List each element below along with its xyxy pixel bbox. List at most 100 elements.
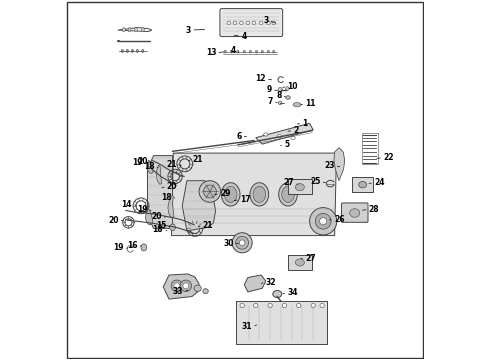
Text: 15: 15	[156, 221, 166, 230]
Text: 14: 14	[122, 200, 132, 209]
Polygon shape	[172, 153, 337, 235]
Circle shape	[203, 185, 216, 198]
Ellipse shape	[261, 50, 263, 53]
Text: 27: 27	[305, 254, 316, 263]
Circle shape	[232, 233, 252, 253]
Ellipse shape	[350, 209, 360, 217]
Ellipse shape	[359, 181, 367, 188]
Circle shape	[278, 101, 282, 105]
Circle shape	[278, 87, 282, 92]
Text: 3: 3	[263, 16, 269, 25]
Text: 20: 20	[167, 182, 177, 191]
Ellipse shape	[295, 184, 304, 191]
Text: 18: 18	[161, 193, 171, 202]
Ellipse shape	[295, 259, 304, 266]
Text: 19: 19	[113, 243, 124, 252]
Circle shape	[183, 283, 189, 289]
Ellipse shape	[128, 28, 131, 32]
Ellipse shape	[224, 50, 226, 53]
Ellipse shape	[230, 50, 232, 53]
Circle shape	[315, 213, 331, 229]
Text: 17: 17	[240, 195, 250, 204]
Ellipse shape	[126, 49, 128, 53]
Circle shape	[272, 21, 275, 25]
Text: 13: 13	[206, 48, 216, 57]
Ellipse shape	[273, 291, 282, 298]
Ellipse shape	[293, 103, 301, 107]
Ellipse shape	[194, 285, 201, 292]
Text: 32: 32	[266, 278, 276, 287]
Ellipse shape	[224, 186, 237, 202]
Ellipse shape	[267, 50, 270, 53]
Ellipse shape	[193, 183, 211, 206]
Text: 1: 1	[302, 119, 308, 128]
Text: 21: 21	[167, 161, 177, 170]
Polygon shape	[245, 275, 266, 292]
Text: 20: 20	[108, 216, 119, 225]
Circle shape	[286, 87, 289, 90]
FancyBboxPatch shape	[288, 255, 312, 270]
Polygon shape	[156, 165, 162, 184]
Text: 24: 24	[374, 178, 385, 187]
Text: 31: 31	[242, 322, 252, 331]
Ellipse shape	[243, 50, 245, 53]
Text: 5: 5	[285, 140, 290, 149]
Circle shape	[171, 280, 183, 292]
Ellipse shape	[249, 50, 251, 53]
Polygon shape	[147, 156, 172, 228]
Text: 11: 11	[305, 99, 316, 108]
Text: 34: 34	[287, 288, 298, 297]
Text: 21: 21	[192, 155, 202, 164]
Ellipse shape	[291, 136, 295, 140]
Circle shape	[227, 21, 231, 25]
Circle shape	[239, 240, 245, 246]
Ellipse shape	[221, 183, 240, 206]
Text: 4: 4	[242, 32, 246, 41]
Text: 19: 19	[137, 205, 147, 214]
Circle shape	[233, 21, 237, 25]
Ellipse shape	[203, 289, 208, 294]
Ellipse shape	[272, 50, 275, 53]
Ellipse shape	[279, 183, 297, 206]
Text: 20: 20	[151, 212, 162, 221]
Ellipse shape	[170, 224, 175, 230]
Polygon shape	[182, 181, 216, 231]
Circle shape	[310, 208, 337, 235]
FancyBboxPatch shape	[288, 179, 312, 194]
Ellipse shape	[282, 186, 294, 202]
Circle shape	[174, 283, 180, 289]
Ellipse shape	[250, 183, 269, 206]
Polygon shape	[163, 274, 199, 299]
Ellipse shape	[237, 50, 239, 53]
Circle shape	[268, 303, 272, 308]
Ellipse shape	[141, 244, 147, 251]
Ellipse shape	[141, 28, 144, 32]
Ellipse shape	[122, 49, 123, 53]
Circle shape	[311, 303, 315, 308]
Circle shape	[259, 21, 263, 25]
Text: 16: 16	[127, 241, 137, 250]
Text: 2: 2	[294, 126, 299, 135]
Text: 30: 30	[223, 239, 234, 248]
Text: 25: 25	[310, 177, 320, 186]
Ellipse shape	[135, 28, 137, 32]
Circle shape	[296, 303, 301, 308]
Circle shape	[246, 21, 250, 25]
Ellipse shape	[255, 50, 258, 53]
Ellipse shape	[287, 97, 289, 98]
Text: 7: 7	[268, 97, 273, 106]
Polygon shape	[168, 195, 174, 218]
Circle shape	[236, 236, 248, 249]
Text: 21: 21	[203, 221, 213, 230]
Text: 27: 27	[284, 178, 294, 187]
Polygon shape	[256, 123, 313, 144]
Ellipse shape	[142, 49, 144, 53]
Text: 19: 19	[132, 158, 143, 167]
Ellipse shape	[196, 186, 208, 202]
Text: 29: 29	[220, 189, 230, 198]
Text: 12: 12	[255, 75, 266, 84]
Text: 20: 20	[137, 157, 147, 166]
Text: 33: 33	[173, 287, 183, 296]
Text: 10: 10	[287, 82, 298, 91]
Circle shape	[267, 21, 270, 25]
